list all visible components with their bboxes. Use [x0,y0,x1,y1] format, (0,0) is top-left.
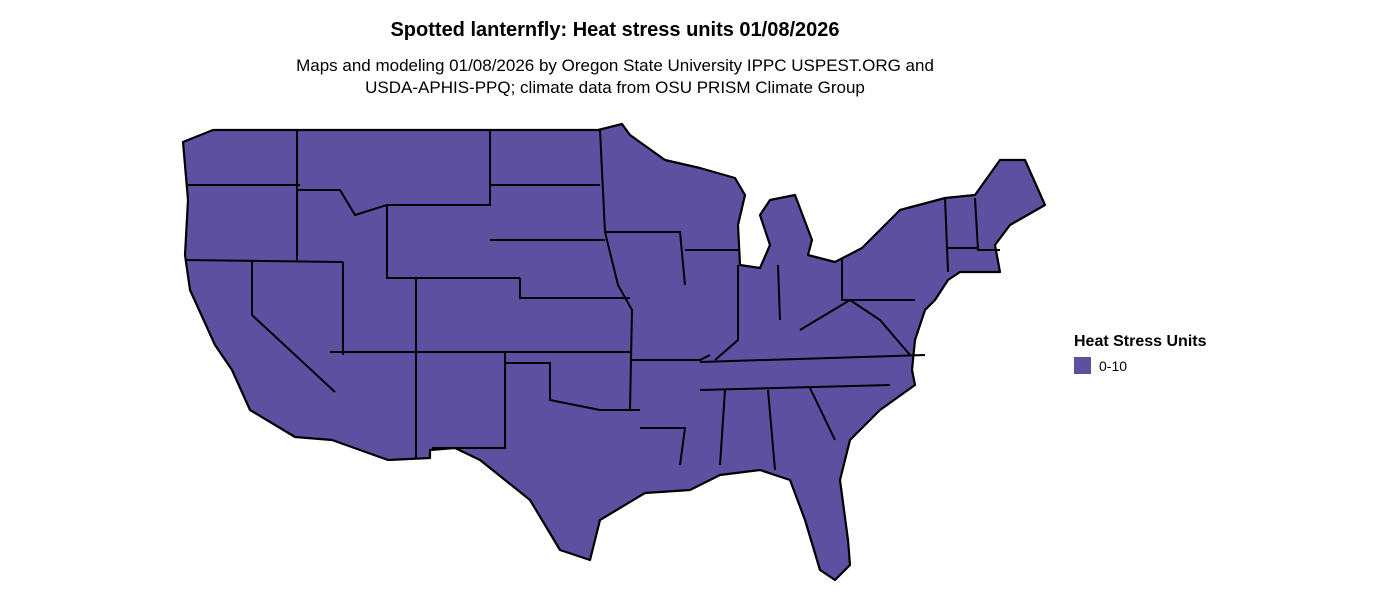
map-subtitle: Maps and modeling 01/08/2026 by Oregon S… [0,55,1230,99]
subtitle-line-1: Maps and modeling 01/08/2026 by Oregon S… [296,56,934,75]
map-title: Spotted lanternfly: Heat stress units 01… [390,19,840,41]
legend-item: 0-10 [1074,357,1207,374]
subtitle-line-2: USDA-APHIS-PPQ; climate data from OSU PR… [365,78,865,97]
legend-title: Heat Stress Units [1074,333,1207,350]
state-borders [184,129,1000,471]
legend-label: 0-10 [1099,357,1128,374]
legend-swatch [1074,357,1091,374]
legend: Heat Stress Units 0-10 [1074,333,1207,374]
